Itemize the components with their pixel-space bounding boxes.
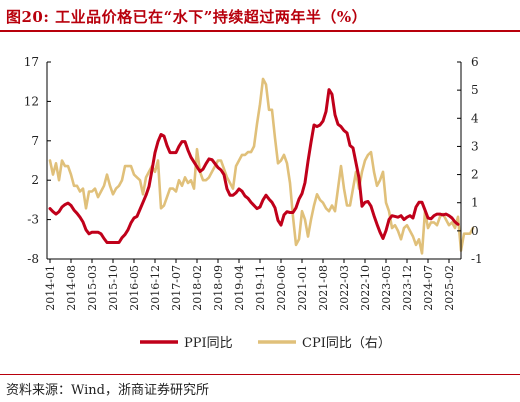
- x-tick-label: 2016-05: [128, 265, 141, 311]
- line-chart: 17 12 7 2 -3 -8 6 5 4 3 2 1 0 -1 2014-01 2014-08 2015-03…: [24, 55, 483, 351]
- y-right-tick-label: 1: [471, 196, 479, 210]
- x-tick-label: 2023-12: [401, 265, 414, 311]
- x-tick-label: 2017-07: [170, 265, 183, 311]
- x-tick-label: 2014-08: [65, 265, 78, 311]
- x-tick-label: 2021-08: [317, 265, 330, 311]
- x-tick-label: 2022-03: [338, 265, 351, 311]
- y-left-tick-label: -8: [27, 252, 39, 266]
- y-left-tick-label: 7: [31, 134, 39, 148]
- y-right-tick-label: 5: [471, 83, 479, 97]
- y-left-tick-label: 12: [24, 94, 39, 108]
- chart-title: 图20: 工业品价格已在“水下”持续超过两年半（%）: [6, 8, 368, 26]
- x-tick-label: 2019-11: [254, 265, 267, 311]
- y-right-tick-label: 3: [471, 139, 479, 153]
- legend-label-cpi: CPI同比（右）: [302, 336, 391, 351]
- y-right-tick-label: 0: [471, 224, 479, 238]
- y-right-tick-label: 4: [471, 111, 479, 125]
- y-left-tick-label: -3: [27, 213, 39, 227]
- series-line-cpi: [48, 77, 475, 255]
- source-divider: [0, 374, 520, 375]
- x-tick-label: 2015-03: [86, 265, 99, 311]
- x-tick-label: 2019-04: [233, 265, 246, 311]
- y-left-tick-label: 17: [24, 55, 39, 69]
- legend-label-ppi: PPI同比: [184, 336, 233, 351]
- x-tick-label: 2024-07: [422, 265, 435, 311]
- x-tick-label: 2025-02: [443, 265, 456, 311]
- y-right-tick-label: -1: [471, 252, 483, 266]
- x-tick-label: 2016-12: [149, 265, 162, 311]
- x-tick-label: 2023-05: [380, 265, 393, 311]
- y-right-tick-label: 6: [471, 55, 479, 69]
- source-note: 资料来源：Wind，浙商证券研究所: [6, 383, 209, 398]
- series-line-ppi: [48, 88, 460, 244]
- y-left-tick-label: 2: [31, 173, 39, 187]
- x-tick-label: 2015-10: [107, 265, 120, 311]
- x-tick-label: 2014-01: [44, 265, 57, 311]
- x-tick-label: 2020-06: [275, 265, 288, 311]
- x-tick-label: 2018-09: [212, 265, 225, 311]
- x-tick-label: 2022-10: [359, 265, 372, 311]
- x-tick-label: 2018-02: [191, 265, 204, 311]
- y-right-tick-label: 2: [471, 168, 479, 182]
- x-tick-label: 2021-01: [296, 265, 309, 311]
- title-divider: [0, 30, 520, 32]
